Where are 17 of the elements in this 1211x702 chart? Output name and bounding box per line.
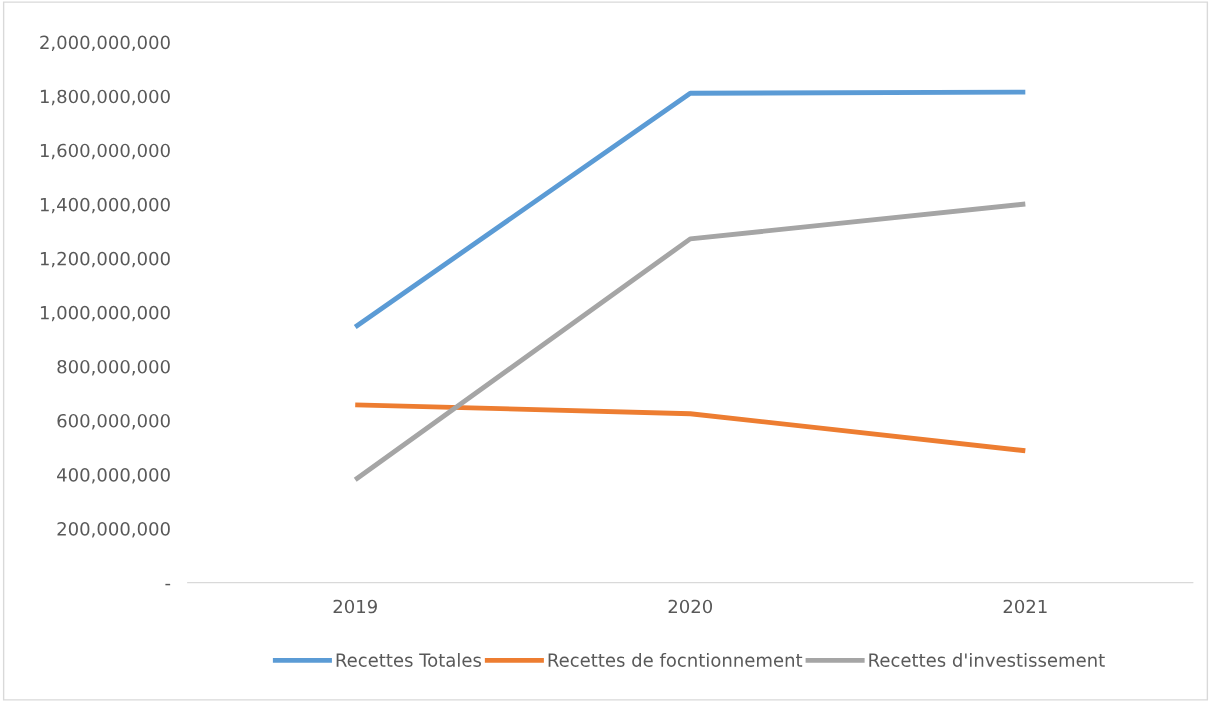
legend-label: Recettes d'investissement [869, 652, 1105, 667]
y-tick-label: 1,600,000,000 [40, 143, 170, 160]
y-tick-label: 800,000,000 [57, 359, 170, 376]
x-tick-label: 2021 [1003, 599, 1047, 614]
x-tick-label: 2019 [333, 599, 377, 614]
y-tick-label: 1,800,000,000 [40, 89, 170, 106]
y-tick-label: 200,000,000 [57, 522, 170, 538]
y-tick-label: 2,000,000,000 [40, 35, 170, 52]
y-tick-label: 1,400,000,000 [40, 197, 170, 214]
y-tick-label: 1,200,000,000 [40, 251, 170, 268]
legend-label: Recettes Totales [336, 652, 481, 667]
y-tick-label: 1,000,000,000 [40, 305, 170, 322]
y-tick-label: 600,000,000 [57, 413, 170, 430]
x-tick-label: 2020 [668, 599, 713, 614]
legend-label: Recettes de focntionnement [548, 652, 803, 667]
y-tick-label: - [165, 583, 171, 586]
y-tick-label: 400,000,000 [57, 468, 170, 484]
